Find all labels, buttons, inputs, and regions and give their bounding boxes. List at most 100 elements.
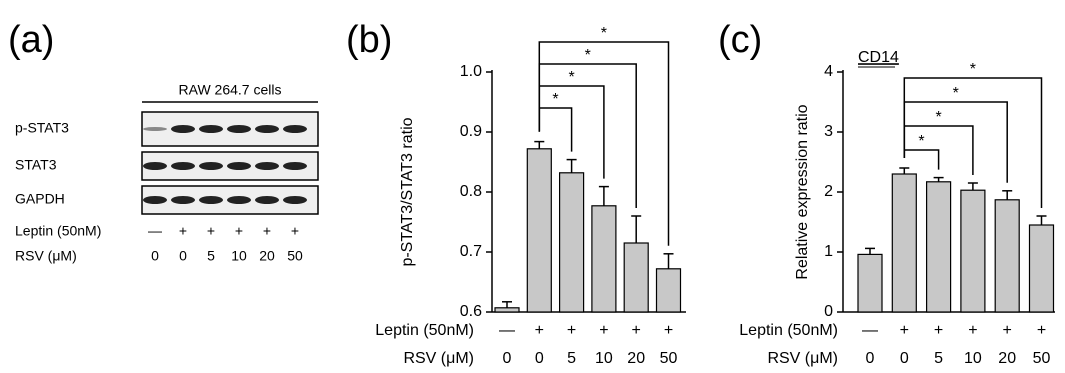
y-tick-label: 0.9 xyxy=(460,123,482,140)
leptin-sign: + xyxy=(291,223,299,239)
blot-band xyxy=(255,125,279,133)
panel-label: (a) xyxy=(8,19,54,61)
rsv-dose: 20 xyxy=(259,248,275,264)
bar xyxy=(858,254,882,312)
rsv-label: RSV (μM) xyxy=(767,350,838,367)
bar xyxy=(657,269,681,312)
leptin-sign: + xyxy=(968,322,977,339)
rsv-dose: 20 xyxy=(627,350,645,367)
y-tick-label: 2 xyxy=(824,183,833,200)
significance-star: * xyxy=(568,69,574,86)
rsv-dose: 20 xyxy=(998,350,1016,367)
blot-band xyxy=(171,125,195,133)
blot-band xyxy=(255,162,279,170)
bar xyxy=(995,200,1019,312)
rsv-dose: 5 xyxy=(207,248,215,264)
significance-star: * xyxy=(552,91,558,108)
significance-star: * xyxy=(970,61,976,78)
blot-row-label: p-STAT3 xyxy=(15,120,69,136)
y-tick-label: 4 xyxy=(824,63,833,80)
subtitle: CD14 xyxy=(858,49,899,66)
leptin-sign: + xyxy=(235,223,243,239)
blot-band xyxy=(199,125,223,133)
rsv-dose: 0 xyxy=(900,350,909,367)
leptin-sign: + xyxy=(207,223,215,239)
blot-band xyxy=(227,125,251,133)
bar xyxy=(495,308,519,312)
blot-band xyxy=(199,196,223,204)
blot-band xyxy=(283,125,307,133)
rsv-dose: 50 xyxy=(660,350,678,367)
blot-band xyxy=(227,196,251,204)
leptin-sign: + xyxy=(1037,322,1046,339)
bar xyxy=(927,182,951,312)
blot-band xyxy=(227,162,251,170)
leptin-label: Leptin (50nM) xyxy=(739,322,838,339)
rsv-dose: 0 xyxy=(503,350,512,367)
blot-header: RAW 264.7 cells xyxy=(179,82,282,98)
blot-band xyxy=(171,162,195,170)
rsv-dose: 0 xyxy=(866,350,875,367)
rsv-dose: 10 xyxy=(964,350,982,367)
rsv-label: RSV (μM) xyxy=(403,350,474,367)
rsv-dose: 50 xyxy=(1033,350,1051,367)
significance-star: * xyxy=(918,133,924,150)
y-tick-label: 1.0 xyxy=(460,63,482,80)
leptin-label: Leptin (50nM) xyxy=(15,223,101,239)
leptin-sign: + xyxy=(664,322,673,339)
significance-bracket xyxy=(539,108,571,152)
y-tick-label: 0.8 xyxy=(460,183,482,200)
y-tick-label: 0 xyxy=(824,303,833,320)
rsv-dose: 0 xyxy=(179,248,187,264)
leptin-sign: + xyxy=(934,322,943,339)
bar xyxy=(892,174,916,312)
bar xyxy=(1030,225,1054,312)
significance-star: * xyxy=(935,109,941,126)
leptin-sign: + xyxy=(263,223,271,239)
significance-star: * xyxy=(601,25,607,42)
blot-band xyxy=(143,162,167,170)
rsv-dose: 10 xyxy=(231,248,247,264)
leptin-sign: — xyxy=(499,322,515,339)
rsv-dose: 10 xyxy=(595,350,613,367)
blot-band xyxy=(143,127,167,131)
blot-band xyxy=(283,196,307,204)
leptin-sign: + xyxy=(179,223,187,239)
y-tick-label: 1 xyxy=(824,243,833,260)
leptin-sign: — xyxy=(862,322,878,339)
y-tick-label: 3 xyxy=(824,123,833,140)
significance-bracket xyxy=(904,150,938,170)
panel-label: (c) xyxy=(718,19,762,61)
leptin-sign: + xyxy=(1003,322,1012,339)
figure: (a) RAW 264.7 cells p-STAT3 STAT3 GAPDH Lep… xyxy=(0,0,1065,373)
significance-star: * xyxy=(585,47,591,64)
leptin-sign: + xyxy=(599,322,608,339)
bar xyxy=(961,190,985,312)
blot-band xyxy=(143,196,167,204)
rsv-label: RSV (μM) xyxy=(15,248,77,264)
blot-band xyxy=(283,162,307,170)
bar xyxy=(592,206,616,312)
bar xyxy=(527,149,551,312)
rsv-dose: 50 xyxy=(287,248,303,264)
y-axis-label: p-STAT3/STAT3 ratio xyxy=(399,117,416,266)
bar xyxy=(560,173,584,312)
rsv-dose: 0 xyxy=(151,248,159,264)
leptin-sign: + xyxy=(632,322,641,339)
y-tick-label: 0.7 xyxy=(460,243,482,260)
leptin-sign: + xyxy=(535,322,544,339)
significance-star: * xyxy=(953,85,959,102)
blot-row-label: STAT3 xyxy=(15,157,57,173)
blot-row-label: GAPDH xyxy=(15,191,65,207)
leptin-sign: — xyxy=(148,223,162,239)
leptin-sign: + xyxy=(900,322,909,339)
leptin-label: Leptin (50nM) xyxy=(375,322,474,339)
y-tick-label: 0.6 xyxy=(460,303,482,320)
bar xyxy=(624,243,648,312)
blot-band xyxy=(171,196,195,204)
rsv-dose: 0 xyxy=(535,350,544,367)
rsv-dose: 5 xyxy=(934,350,943,367)
panel-label: (b) xyxy=(346,19,392,61)
blot-band xyxy=(255,196,279,204)
rsv-dose: 5 xyxy=(567,350,576,367)
